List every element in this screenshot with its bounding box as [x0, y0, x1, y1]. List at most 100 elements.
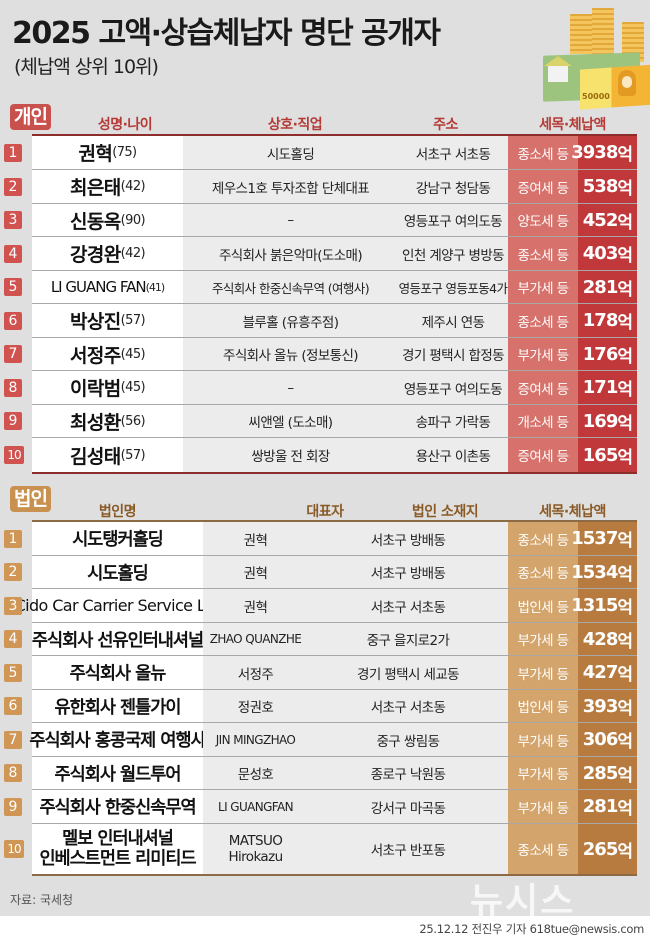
corp-name: 주식회사 올뉴 [32, 656, 203, 689]
business-cell: 시도홀딩 [183, 136, 398, 169]
business-cell: 블루홀 (유흥주점) [183, 304, 398, 337]
name-text: 권혁 [78, 143, 113, 165]
amount-unit: 억 [617, 698, 633, 719]
corp-name: 주식회사 한중신속무역 [32, 790, 203, 823]
table-row: 8 이락범 (45) – 영등포구 여의도동 증여세 등 171 억 [4, 371, 637, 405]
address-cell: 인천 계양구 병방동 [398, 237, 508, 270]
amount-cell: 427 억 [578, 656, 637, 689]
house-icon [544, 56, 572, 82]
amount-value: 3938 [571, 142, 618, 163]
tax-type-cell: 종소세 등 [508, 136, 578, 169]
page-title: 2025 고액·상습체납자 명단 공개자 [12, 16, 441, 51]
amount-cell: 1534 억 [571, 556, 637, 588]
table-row: 4 주식회사 선유인터내셔널 ZHAO QUANZHE 중구 을지로2가 부가세… [4, 623, 637, 656]
rank-badge: 5 [4, 663, 22, 682]
amount-cell: 178 억 [578, 304, 637, 337]
header-corp-name: 법인명 [98, 504, 137, 520]
age-text: (90) [120, 212, 146, 228]
name-text: 최은태 [70, 177, 121, 199]
table-row: 6 박상진 (57) 블루홀 (유흥주점) 제주시 연동 종소세 등 178 억 [4, 304, 637, 338]
address-cell: 서초구 방배동 [308, 556, 508, 588]
yellow-bill-icon [580, 62, 650, 110]
infographic: 2025 고액·상습체납자 명단 공개자 (체납액 상위 10위) 50000 … [0, 0, 650, 916]
amount-unit: 억 [617, 732, 633, 752]
address-cell: 강남구 청담동 [398, 170, 508, 203]
address-cell: 영등포구 여의도동 [398, 204, 508, 236]
age-text: (56) [120, 413, 146, 429]
tax-type-cell: 부가세 등 [508, 338, 578, 370]
tax-type-cell: 법인세 등 [508, 589, 578, 622]
representative-cell: 권혁 [203, 522, 308, 555]
age-text: (45) [120, 380, 146, 395]
name-text: 신동옥 [70, 210, 121, 233]
tax-type-cell: 부가세 등 [508, 790, 578, 823]
corp-name: 시도탱커홀딩 [32, 522, 203, 555]
table-row: 8 주식회사 월드투어 문성호 종로구 낙원동 부가세 등 285 억 [4, 757, 637, 790]
table-row: 10 멜보 인터내셔널 인베스트먼트 리미티드 MATSUO Hirokazu … [4, 824, 637, 874]
newsis-watermark-logo: 뉴시스 [470, 881, 576, 922]
table-row: 1 권혁 (75) 시도홀딩 서초구 서초동 종소세 등 3938 억 [4, 136, 637, 170]
amount-value: 1315 [571, 595, 618, 616]
amount-unit: 억 [617, 598, 633, 618]
table-row: 4 강경완 (42) 주식회사 붉은악마(도소매) 인천 계양구 병방동 종소세 … [4, 237, 637, 271]
tax-type-cell: 증여세 등 [508, 170, 578, 203]
person-name: 강경완 (42) [32, 237, 183, 270]
representative-cell: 문성호 [203, 757, 308, 789]
address-cell: 서초구 반포동 [308, 824, 508, 874]
rank-badge: 9 [4, 797, 22, 816]
portrait-icon [618, 70, 636, 96]
table-row: 2 시도홀딩 권혁 서초구 방배동 종소세 등 1534 억 [4, 556, 637, 589]
business-cell: – [183, 371, 398, 404]
person-name: LI GUANG FAN (41) [32, 271, 183, 303]
tax-type-cell: 부가세 등 [508, 271, 578, 303]
tax-type-cell: 양도세 등 [508, 204, 578, 236]
amount-unit: 억 [617, 447, 633, 468]
corporate-table: 1 시도탱커홀딩 권혁 서초구 방배동 종소세 등 1537 억 2 시도홀딩 권… [4, 520, 637, 876]
coin-stack-icon [592, 8, 614, 54]
corp-name: 시도홀딩 [32, 556, 203, 588]
table-row: 9 주식회사 한중신속무역 LI GUANGFAN 강서구 마곡동 부가세 등 … [4, 790, 637, 824]
amount-unit: 억 [617, 246, 633, 266]
individual-badge: 개인 [10, 104, 51, 130]
business-cell: 제우스1호 투자조합 단체대표 [183, 170, 398, 203]
address-cell: 경기 평택시 합정동 [398, 338, 508, 370]
table-row: 9 최성환 (56) 씨앤엘 (도소매) 송파구 가락동 개소세 등 169 억 [4, 405, 637, 438]
amount-unit: 억 [617, 765, 633, 786]
amount-cell: 265 억 [578, 824, 637, 874]
header-name-age: 성명·나이 [97, 117, 153, 133]
amount-cell: 428 억 [578, 623, 637, 655]
amount-cell: 169 억 [578, 405, 637, 437]
amount-value: 538 [582, 176, 619, 197]
rank-badge: 10 [4, 446, 24, 464]
amount-value: 176 [582, 343, 619, 365]
header-tax-amount: 세목·체납액 [539, 117, 606, 133]
amount-value: 281 [582, 276, 619, 298]
rank-badge: 1 [4, 529, 22, 548]
tax-type-cell: 개소세 등 [508, 405, 578, 437]
name-text: 박상진 [70, 311, 121, 333]
corp-name: 주식회사 홍콩국제 여행사 [29, 723, 207, 756]
business-cell: 씨앤엘 (도소매) [183, 405, 398, 437]
person-name: 최성환 (56) [32, 405, 183, 437]
business-cell: 주식회사 한중신속무역 (여행사) [183, 271, 398, 303]
rep-line1: MATSUO [228, 833, 283, 849]
amount-value: 452 [582, 209, 619, 231]
amount-unit: 억 [617, 841, 633, 862]
amount-cell: 1537 억 [571, 522, 637, 555]
tax-type-cell: 부가세 등 [508, 723, 578, 756]
amount-unit: 억 [617, 799, 633, 819]
address-cell: 서초구 서초동 [308, 589, 508, 622]
amount-cell: 403 억 [578, 237, 637, 270]
address-cell: 중구 을지로2가 [308, 623, 508, 655]
header-business: 상호·직업 [267, 117, 323, 133]
representative-cell: 권혁 [203, 589, 308, 622]
person-name: 김성태 (57) [32, 438, 183, 472]
amount-unit: 억 [617, 212, 633, 233]
business-cell: – [183, 204, 398, 236]
amount-cell: 538 억 [578, 170, 637, 203]
rank-badge: 5 [4, 278, 22, 296]
amount-unit: 억 [617, 346, 633, 367]
amount-cell: 1315 억 [571, 589, 637, 622]
header-corp-address: 법인 소재지 [411, 504, 479, 520]
representative-cell: JIN MINGZHAO [203, 723, 308, 756]
